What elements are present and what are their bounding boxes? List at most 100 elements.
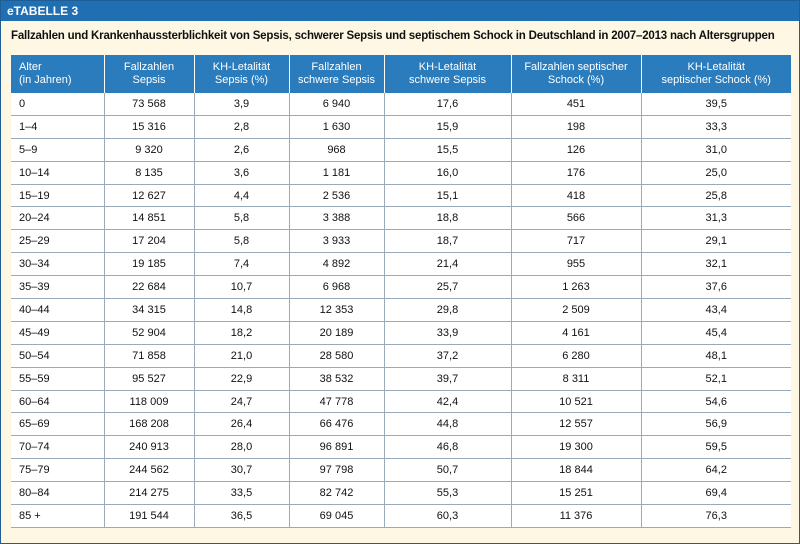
cell: 14,8 bbox=[193, 298, 289, 322]
header-line: KH-Letalität bbox=[212, 61, 271, 73]
cell: 52 904 bbox=[103, 321, 194, 345]
cell: 33,3 bbox=[640, 115, 791, 139]
cell: 15 251 bbox=[510, 481, 641, 506]
cell: 32,1 bbox=[640, 252, 791, 277]
cell: 15,9 bbox=[383, 115, 511, 139]
age-group: 30–34 bbox=[11, 252, 104, 277]
table-row: 1–4 15 316 2,8 1 630 15,9 198 33,3 bbox=[11, 115, 791, 139]
column-header: KH-Letalität septischer Schock (%) bbox=[640, 55, 791, 93]
header-line: Sepsis (%) bbox=[214, 74, 269, 86]
header-line: Fallzahlen septischer bbox=[524, 61, 628, 73]
cell: 96 891 bbox=[288, 435, 384, 460]
table-row: 65–69 168 208 26,4 66 476 44,8 12 557 56,9 bbox=[11, 412, 791, 437]
cell: 176 bbox=[510, 161, 641, 185]
cell: 5,8 bbox=[193, 206, 289, 231]
header-line: schwere Sepsis bbox=[408, 74, 487, 86]
cell: 66 476 bbox=[288, 412, 384, 437]
cell: 2,6 bbox=[193, 138, 289, 162]
age-group: 25–29 bbox=[11, 229, 104, 254]
table-row: 10–14 8 135 3,6 1 181 16,0 176 25,0 bbox=[11, 161, 791, 185]
cell: 20 189 bbox=[288, 321, 384, 345]
cell: 97 798 bbox=[288, 458, 384, 483]
header-line: KH-Letalität bbox=[418, 61, 477, 73]
age-group: 0 bbox=[11, 93, 104, 116]
table-row: 55–59 95 527 22,9 38 532 39,7 8 311 52,1 bbox=[11, 367, 791, 391]
cell: 42,4 bbox=[383, 390, 511, 414]
cell: 21,0 bbox=[193, 344, 289, 368]
cell: 10,7 bbox=[193, 275, 289, 300]
cell: 55,3 bbox=[383, 481, 511, 506]
cell: 19 300 bbox=[510, 435, 641, 460]
cell: 18 844 bbox=[510, 458, 641, 483]
table-row: 25–29 17 204 5,8 3 933 18,7 717 29,1 bbox=[11, 229, 791, 254]
cell: 16,0 bbox=[383, 161, 511, 185]
cell: 28 580 bbox=[288, 344, 384, 368]
age-group: 20–24 bbox=[11, 206, 104, 231]
table-row: 35–39 22 684 10,7 6 968 25,7 1 263 37,6 bbox=[11, 275, 791, 300]
cell: 1 263 bbox=[510, 275, 641, 300]
cell: 15,5 bbox=[383, 138, 511, 162]
header-line: septischer Schock (%) bbox=[661, 74, 771, 86]
age-group: 70–74 bbox=[11, 435, 104, 460]
cell: 29,8 bbox=[383, 298, 511, 322]
table-row: 40–44 34 315 14,8 12 353 29,8 2 509 43,4 bbox=[11, 298, 791, 322]
header-line: Fallzahlen bbox=[123, 61, 175, 73]
cell: 7,4 bbox=[193, 252, 289, 277]
cell: 29,1 bbox=[640, 229, 791, 254]
cell: 9 320 bbox=[103, 138, 194, 162]
cell: 244 562 bbox=[103, 458, 194, 483]
cell: 34 315 bbox=[103, 298, 194, 322]
column-header: Fallzahlen Sepsis bbox=[103, 55, 194, 93]
cell: 56,9 bbox=[640, 412, 791, 437]
cell: 2 536 bbox=[288, 184, 384, 208]
cell: 418 bbox=[510, 184, 641, 208]
cell: 955 bbox=[510, 252, 641, 277]
cell: 69,4 bbox=[640, 481, 791, 506]
header-line: Sepsis bbox=[132, 74, 166, 86]
cell: 43,4 bbox=[640, 298, 791, 322]
cell: 3 933 bbox=[288, 229, 384, 254]
cell: 31,0 bbox=[640, 138, 791, 162]
header-line: Fallzahlen bbox=[311, 61, 362, 73]
table-row: 30–34 19 185 7,4 4 892 21,4 955 32,1 bbox=[11, 252, 791, 277]
cell: 12 353 bbox=[288, 298, 384, 322]
cell: 39,7 bbox=[383, 367, 511, 391]
cell: 8 311 bbox=[510, 367, 641, 391]
cell: 717 bbox=[510, 229, 641, 254]
cell: 10 521 bbox=[510, 390, 641, 414]
cell: 8 135 bbox=[103, 161, 194, 185]
cell: 30,7 bbox=[193, 458, 289, 483]
cell: 4,4 bbox=[193, 184, 289, 208]
cell: 44,8 bbox=[383, 412, 511, 437]
cell: 240 913 bbox=[103, 435, 194, 460]
cell: 168 208 bbox=[103, 412, 194, 437]
cell: 566 bbox=[510, 206, 641, 231]
table-row: 85 +191 544 36,5 69 045 60,3 11 376 76,3 bbox=[11, 504, 791, 528]
cell: 1 630 bbox=[288, 115, 384, 139]
cell: 214 275 bbox=[103, 481, 194, 506]
cell: 191 544 bbox=[103, 504, 194, 528]
cell: 2,8 bbox=[193, 115, 289, 139]
cell: 26,4 bbox=[193, 412, 289, 437]
cell: 95 527 bbox=[103, 367, 194, 391]
table-row: 0 73 568 3,9 6 940 17,6 451 39,5 bbox=[11, 93, 791, 116]
cell: 33,9 bbox=[383, 321, 511, 345]
cell: 968 bbox=[288, 138, 384, 162]
age-group: 75–79 bbox=[11, 458, 104, 483]
age-group: 1–4 bbox=[11, 115, 104, 139]
cell: 6 940 bbox=[288, 93, 384, 116]
cell: 47 778 bbox=[288, 390, 384, 414]
cell: 11 376 bbox=[510, 504, 641, 528]
cell: 76,3 bbox=[640, 504, 791, 528]
table-row: 75–79 244 562 30,7 97 798 50,7 18 844 64,2 bbox=[11, 458, 791, 483]
cell: 5,8 bbox=[193, 229, 289, 254]
cell: 6 280 bbox=[510, 344, 641, 368]
header-line: Alter bbox=[19, 61, 42, 73]
column-header: KH-Letalität Sepsis (%) bbox=[193, 55, 289, 93]
cell: 4 892 bbox=[288, 252, 384, 277]
cell: 15,1 bbox=[383, 184, 511, 208]
cell: 50,7 bbox=[383, 458, 511, 483]
cell: 24,7 bbox=[193, 390, 289, 414]
cell: 198 bbox=[510, 115, 641, 139]
age-group: 40–44 bbox=[11, 298, 104, 322]
